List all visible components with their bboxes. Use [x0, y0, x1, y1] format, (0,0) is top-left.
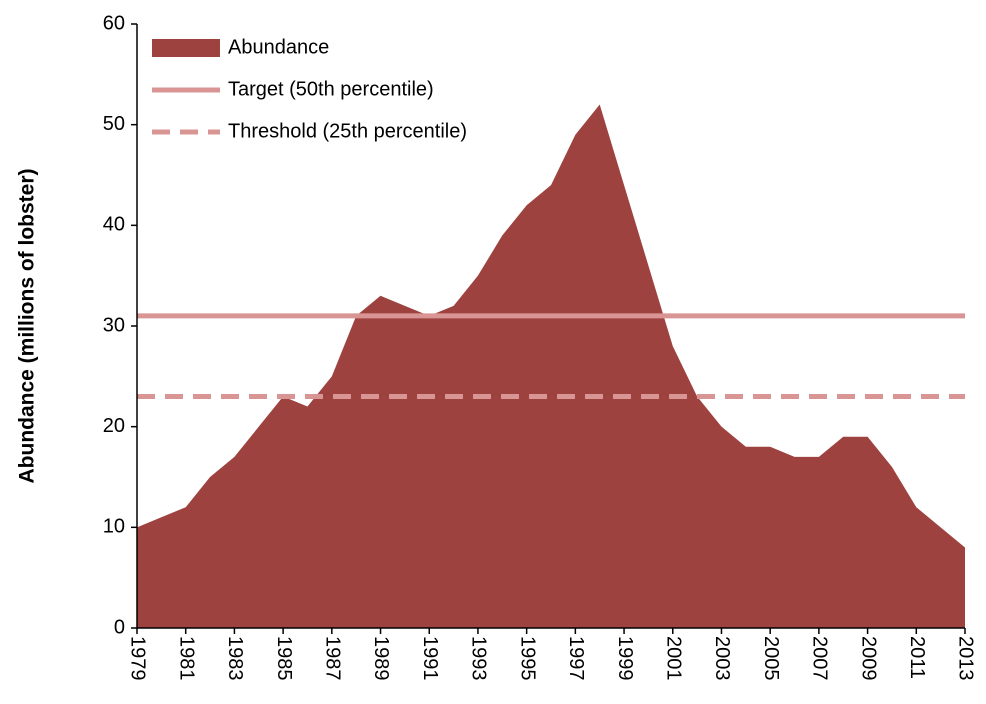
- legend-label: Target (50th percentile): [228, 78, 434, 100]
- x-tick-label: 1979: [127, 636, 149, 681]
- x-tick-label: 1987: [322, 636, 344, 681]
- y-tick-label: 20: [103, 415, 125, 437]
- x-tick-label: 2013: [955, 636, 977, 681]
- x-tick-label: 1991: [419, 636, 441, 681]
- x-tick-label: 1981: [175, 636, 197, 681]
- x-tick-label: 1983: [224, 636, 246, 681]
- legend-label: Threshold (25th percentile): [228, 120, 467, 142]
- y-tick-label: 0: [114, 616, 125, 638]
- x-tick-label: 2009: [857, 636, 879, 681]
- x-tick-label: 2011: [906, 636, 928, 679]
- legend-swatch: [152, 39, 220, 57]
- x-tick-label: 2007: [809, 636, 831, 681]
- x-tick-label: 1997: [565, 636, 587, 681]
- x-tick-label: 2005: [760, 636, 782, 681]
- x-tick-label: 1985: [273, 636, 295, 681]
- y-tick-label: 50: [103, 113, 125, 135]
- x-tick-label: 1993: [468, 636, 490, 681]
- y-axis-label: Abundance (millions of lobster): [16, 168, 39, 483]
- x-tick-label: 1995: [516, 636, 538, 681]
- x-tick-label: 2001: [662, 636, 684, 681]
- area: [137, 104, 965, 629]
- legend-label: Abundance: [228, 36, 329, 58]
- x-tick-label: 1989: [370, 636, 392, 681]
- y-tick-label: 40: [103, 214, 125, 236]
- y-tick-label: 30: [103, 314, 125, 336]
- y-tick-label: 10: [103, 516, 125, 538]
- y-tick-label: 60: [103, 12, 125, 34]
- x-tick-label: 1999: [614, 636, 636, 681]
- x-tick-label: 2003: [711, 636, 733, 681]
